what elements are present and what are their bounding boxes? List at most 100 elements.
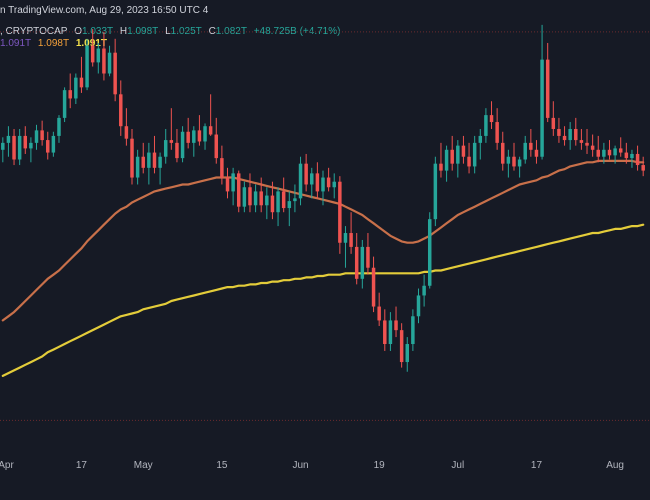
- candle-body: [501, 142, 505, 164]
- candle: [46, 131, 50, 160]
- candle-body: [326, 177, 331, 188]
- candle-body: [568, 128, 572, 141]
- candle-body: [461, 145, 466, 157]
- candle: [394, 306, 398, 338]
- candle: [383, 309, 387, 351]
- candles: [1, 24, 645, 372]
- candle: [506, 149, 511, 178]
- candle: [495, 108, 499, 150]
- candle-body: [231, 173, 235, 192]
- candle: [377, 292, 381, 326]
- candle: [90, 29, 95, 67]
- candle-body: [557, 128, 561, 136]
- chart-source-line: n TradingView.com, Aug 29, 2023 16:50 UT…: [0, 5, 209, 16]
- candle: [624, 142, 629, 164]
- x-tick-label: 17: [531, 460, 543, 471]
- candle: [253, 184, 258, 213]
- candle: [534, 140, 539, 164]
- candle: [607, 140, 612, 160]
- candle-body: [34, 130, 39, 143]
- candle: [529, 128, 533, 157]
- x-tick-label: Aug: [606, 460, 624, 471]
- candle-body: [489, 115, 494, 123]
- candle: [17, 128, 22, 166]
- candle-body: [248, 187, 252, 206]
- candle-body: [343, 233, 348, 243]
- x-tick-label: Jul: [451, 460, 464, 471]
- candle: [484, 108, 488, 143]
- candle: [596, 135, 600, 163]
- candle: [405, 337, 410, 372]
- candle-body: [529, 142, 533, 150]
- candle-body: [506, 156, 511, 164]
- candle: [1, 137, 5, 163]
- candle-body: [169, 140, 174, 143]
- candle: [512, 142, 516, 171]
- candle-body: [276, 191, 280, 213]
- candle: [461, 135, 466, 164]
- candle-body: [641, 165, 645, 171]
- candle: [439, 142, 443, 178]
- candle-body: [388, 320, 393, 345]
- candle-body: [17, 135, 22, 160]
- candle-body: [220, 158, 224, 178]
- candle-body: [113, 52, 117, 95]
- candle-body: [394, 320, 398, 331]
- candle: [119, 80, 123, 136]
- candle: [214, 117, 219, 164]
- candle-body: [540, 59, 544, 157]
- candle-body: [68, 90, 72, 99]
- candle-body: [90, 45, 95, 63]
- candle: [62, 87, 67, 123]
- close-label: C: [208, 26, 216, 37]
- candle-body: [23, 135, 28, 149]
- x-tick-label: May: [134, 460, 153, 471]
- candle: [501, 131, 505, 171]
- time-axis: Apr 17 May 15 Jun 19 Jul 17 Aug: [0, 460, 624, 471]
- candle: [557, 117, 561, 143]
- candle: [130, 128, 134, 185]
- candle-body: [630, 153, 634, 159]
- candle: [310, 167, 314, 199]
- candle-body: [119, 94, 123, 127]
- reference-lines: [0, 31, 650, 421]
- ma-value-2: 1.098T: [37, 38, 70, 49]
- candle: [427, 212, 432, 289]
- candle: [259, 177, 263, 213]
- candle-body: [590, 145, 595, 150]
- candle-body: [433, 163, 438, 220]
- candle-body: [562, 135, 567, 141]
- candle: [411, 309, 415, 351]
- candle-body: [618, 148, 623, 153]
- ma-slow-line: [1, 223, 645, 377]
- candle: [276, 187, 280, 227]
- candle: [107, 45, 112, 77]
- candle: [34, 124, 39, 150]
- candle-body: [29, 142, 33, 149]
- candle-body: [85, 45, 89, 88]
- candle-body: [203, 126, 207, 142]
- candle: [551, 101, 556, 136]
- candle-body: [214, 134, 219, 159]
- candle: [635, 145, 640, 171]
- candle-body: [270, 195, 275, 213]
- candle-body: [79, 77, 84, 88]
- candle-body: [360, 246, 365, 279]
- candle: [523, 135, 527, 164]
- candle-body: [439, 163, 443, 171]
- candle-body: [585, 142, 589, 146]
- candle: [618, 137, 623, 157]
- candle-body: [6, 135, 11, 143]
- candle: [298, 156, 303, 206]
- candle-body: [484, 115, 488, 136]
- candle-body: [304, 163, 308, 185]
- candle: [180, 126, 185, 163]
- candle: [399, 323, 404, 368]
- candle: [265, 187, 269, 220]
- candle: [147, 142, 151, 185]
- candle: [51, 131, 56, 157]
- x-tick-label: 15: [216, 460, 228, 471]
- candle: [29, 137, 33, 163]
- candle: [96, 42, 101, 74]
